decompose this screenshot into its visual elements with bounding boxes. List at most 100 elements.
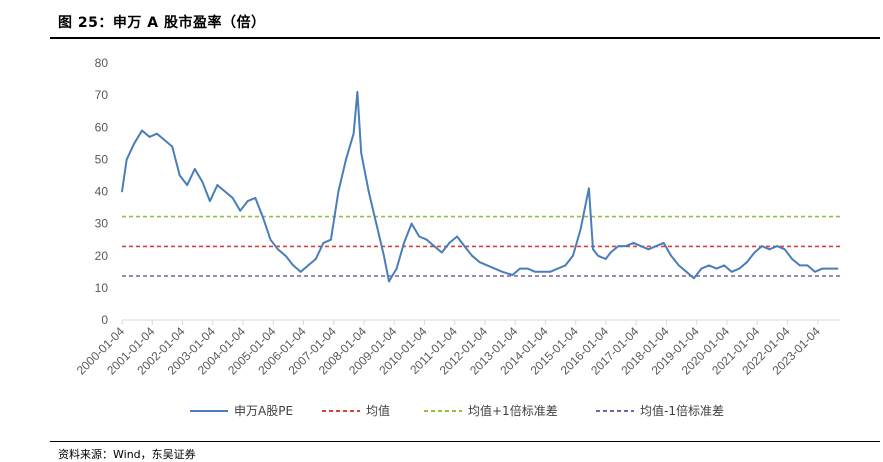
pe-data-point bbox=[345, 158, 347, 161]
pe-data-point bbox=[693, 277, 695, 280]
pe-data-point bbox=[209, 200, 211, 203]
pe-data-point bbox=[829, 267, 831, 270]
pe-data-point bbox=[186, 184, 189, 186]
pe-data-point bbox=[375, 222, 378, 225]
pe-data-point bbox=[292, 264, 295, 267]
pe-data-point bbox=[738, 267, 741, 270]
pe-data-point bbox=[403, 242, 405, 244]
pe-data-point bbox=[806, 264, 809, 267]
pe-data-point bbox=[588, 187, 590, 190]
pe-data-point bbox=[231, 197, 234, 199]
pe-data-point bbox=[425, 238, 428, 241]
pe-data-point bbox=[723, 264, 726, 267]
pe-data-point bbox=[356, 91, 359, 93]
pe-data-point bbox=[440, 251, 443, 254]
legend-mean-plus-1sd-label: 均值+1倍标准差 bbox=[468, 403, 558, 418]
pe-data-point bbox=[121, 190, 123, 193]
pe-data-point bbox=[352, 132, 355, 135]
pe-data-point bbox=[463, 245, 466, 248]
pe-data-point bbox=[625, 245, 627, 248]
pe-data-point bbox=[314, 258, 317, 260]
figure-title: 图 25：申万 A 股市盈率（倍） bbox=[58, 15, 266, 31]
pe-data-point bbox=[511, 274, 514, 276]
pe-data-point bbox=[246, 200, 249, 203]
pe-data-point bbox=[655, 245, 658, 248]
pe-data-point bbox=[700, 267, 703, 270]
pe-data-point bbox=[141, 129, 143, 132]
pe-data-point bbox=[753, 251, 756, 254]
pe-data-point bbox=[388, 280, 390, 283]
pe-data-point bbox=[418, 235, 421, 238]
pe-data-point bbox=[761, 245, 763, 248]
pe-data-point bbox=[307, 264, 310, 267]
pe-data-point bbox=[224, 190, 226, 193]
legend-mean-label: 均值 bbox=[366, 403, 390, 418]
pe-data-point bbox=[395, 267, 398, 270]
legend-pe-label: 申万A股PE bbox=[234, 404, 293, 418]
pe-data-point bbox=[367, 190, 370, 193]
y-tick-label: 20 bbox=[95, 249, 109, 263]
pe-data-point bbox=[632, 242, 635, 244]
pe-data-point bbox=[193, 168, 196, 170]
pe-data-point bbox=[125, 158, 128, 161]
pe-data-point bbox=[564, 264, 567, 267]
y-tick-label: 40 bbox=[95, 185, 109, 199]
pe-data-point bbox=[501, 270, 504, 273]
pe-data-point bbox=[254, 197, 257, 199]
pe-data-point bbox=[640, 245, 642, 248]
pe-data-point bbox=[262, 216, 264, 219]
pe-data-point bbox=[768, 248, 771, 251]
pe-data-point bbox=[814, 270, 816, 273]
pe-data-point bbox=[519, 267, 521, 270]
pe-data-point bbox=[277, 248, 279, 251]
pe-data-point bbox=[284, 254, 287, 257]
pe-data-point bbox=[549, 270, 552, 273]
pe-data-point bbox=[730, 270, 733, 273]
title-rule bbox=[50, 37, 880, 39]
y-tick-label: 30 bbox=[95, 217, 109, 231]
pe-data-point bbox=[360, 152, 363, 154]
pe-data-point bbox=[776, 245, 779, 248]
pe-data-point bbox=[783, 248, 786, 251]
pe-data-point bbox=[604, 258, 607, 260]
pe-data-point bbox=[433, 245, 436, 248]
pe-data-point bbox=[383, 254, 385, 257]
source-note: 资料来源：Wind，东吴证券 bbox=[58, 448, 196, 461]
pe-data-point bbox=[337, 190, 340, 193]
pe-data-point bbox=[556, 267, 559, 270]
pe-data-point bbox=[708, 264, 710, 267]
pe-data-point bbox=[330, 238, 332, 241]
pe-data-point bbox=[597, 254, 599, 257]
pe-data-point bbox=[821, 267, 824, 270]
pe-data-point bbox=[746, 261, 748, 264]
pe-data-point bbox=[163, 139, 166, 142]
y-tick-label: 80 bbox=[95, 56, 109, 70]
pe-series-line bbox=[121, 90, 838, 283]
pe-data-point bbox=[609, 251, 612, 254]
pe-data-point bbox=[541, 270, 544, 273]
pe-data-point bbox=[216, 184, 219, 186]
pe-data-point bbox=[156, 132, 158, 135]
y-tick-label: 10 bbox=[95, 281, 109, 295]
y-tick-label: 70 bbox=[95, 88, 109, 102]
pe-data-point bbox=[685, 270, 688, 273]
pe-data-point bbox=[478, 261, 481, 264]
pe-data-point bbox=[526, 267, 529, 270]
pe-data-point bbox=[471, 254, 473, 257]
pe-data-point bbox=[791, 258, 794, 260]
pe-data-point bbox=[798, 264, 801, 267]
pe-data-point bbox=[836, 267, 839, 270]
pe-data-point bbox=[178, 174, 181, 177]
legend-mean-minus-1sd-label: 均值-1倍标准差 bbox=[640, 403, 724, 418]
pe-data-point bbox=[617, 245, 620, 248]
y-tick-label: 0 bbox=[101, 313, 108, 327]
pe-data-point bbox=[670, 254, 673, 257]
y-tick-label: 50 bbox=[95, 152, 109, 166]
pe-data-point bbox=[534, 270, 537, 273]
pe-data-point bbox=[592, 248, 594, 251]
pe-data-point bbox=[239, 209, 242, 212]
pe-data-point bbox=[201, 180, 204, 183]
pe-data-point bbox=[448, 242, 451, 244]
pe-data-point bbox=[299, 270, 302, 273]
